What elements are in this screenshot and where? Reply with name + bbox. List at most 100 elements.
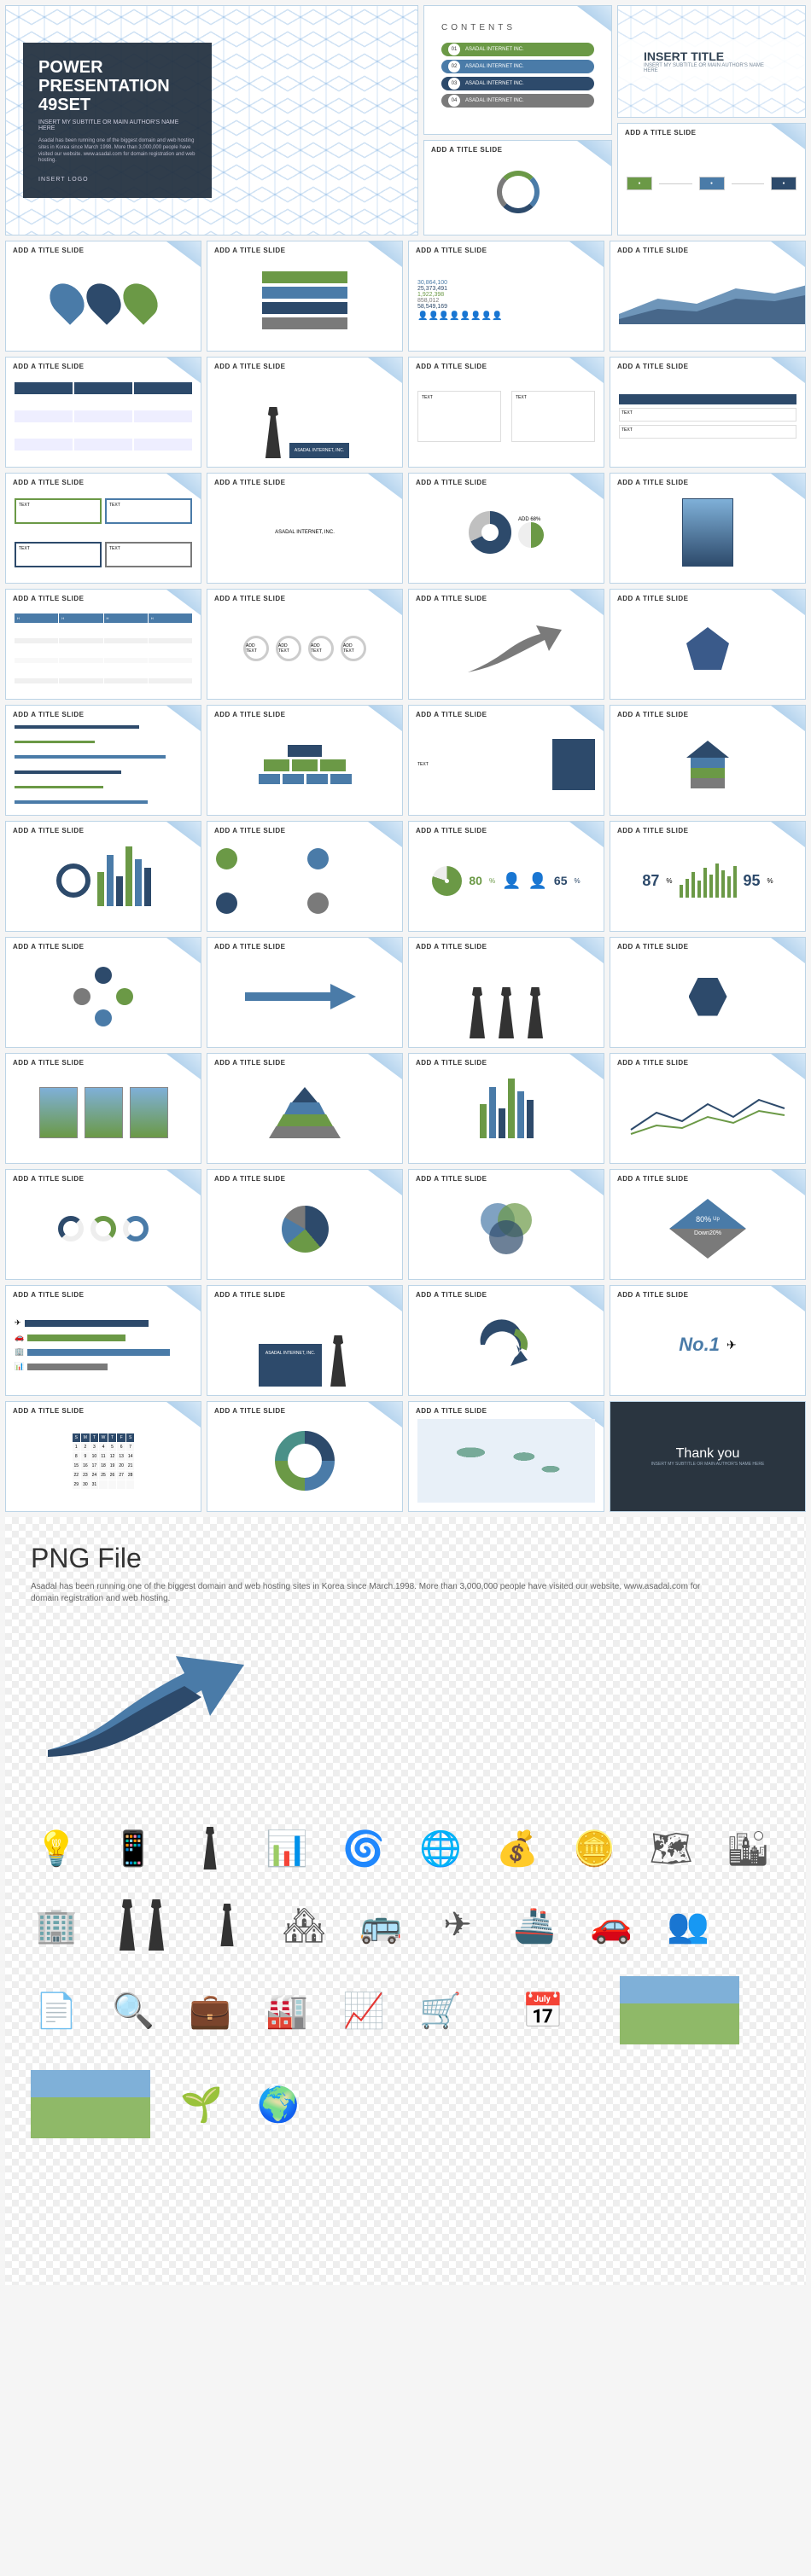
buildings-icon: 🏘 xyxy=(278,1899,330,1951)
calendar-grid: SMTWTFS123456789101112131415161718192021… xyxy=(73,1433,135,1489)
ring-icon xyxy=(56,864,90,898)
bar xyxy=(721,870,725,898)
cal-day: 25 xyxy=(99,1471,108,1480)
quad-box: TEXT xyxy=(15,498,102,524)
slide-calendar: ADD A TITLE SLIDE SMTWTFS123456789101112… xyxy=(5,1401,201,1512)
row-4: ADD A TITLE SLIDE TEXT TEXT TEXT TEXT AD… xyxy=(5,473,806,584)
slide-2x2-boxes: ADD A TITLE SLIDE TEXT TEXT TEXT TEXT xyxy=(5,473,201,584)
cal-header: T xyxy=(108,1433,117,1442)
plane-icon: ✈ xyxy=(432,1899,483,1951)
circle-diagram xyxy=(433,158,603,226)
big-3d-arrow xyxy=(31,1631,270,1784)
quad-box: TEXT xyxy=(15,542,102,567)
slide-gauges: ADD A TITLE SLIDE xyxy=(5,1169,201,1280)
row-6: ADD A TITLE SLIDE ADD A TITLE SLIDE ADD … xyxy=(5,705,806,816)
cal-header: W xyxy=(99,1433,108,1442)
two-col: TEXT TEXT xyxy=(417,375,595,458)
hero-description: Asadal has been running one of the bigge… xyxy=(38,138,196,165)
arrow-flow xyxy=(216,955,394,1038)
hbar xyxy=(27,1349,169,1356)
contents-item: 01ASADAL INTERNET INC. xyxy=(441,43,594,56)
businessman-icon xyxy=(325,1335,351,1387)
contents-item: 02ASADAL INTERNET INC. xyxy=(441,60,594,73)
slide-balance-scale: ADD A TITLE SLIDE ASADAL INTERNET, INC. xyxy=(207,473,403,584)
bar xyxy=(709,875,713,898)
insert-title-box: INSERT TITLE INSERT MY SUBTITLE OR MAIN … xyxy=(618,39,805,84)
bar xyxy=(727,876,731,898)
diamond-top-label: Up xyxy=(713,1217,720,1222)
bar-chart xyxy=(480,1087,534,1138)
growth-arrow xyxy=(417,621,604,681)
text-rows: TEXT TEXT xyxy=(619,375,796,458)
male-pct: 80 xyxy=(469,874,482,887)
process-step xyxy=(262,302,347,314)
insert-title-sub: INSERT MY SUBTITLE OR MAIN AUTHOR'S NAME… xyxy=(644,63,779,73)
gauge xyxy=(123,1216,149,1241)
money-bag-icon: 💰 xyxy=(492,1823,543,1874)
swirl-icon: 🌀 xyxy=(338,1823,389,1874)
cal-day: 22 xyxy=(73,1471,81,1480)
row-8: ADD A TITLE SLIDE ADD A TITLE SLIDE ADD … xyxy=(5,937,806,1048)
slide-arrow-flow: ADD A TITLE SLIDE xyxy=(207,937,403,1048)
cal-day: 1 xyxy=(73,1443,81,1451)
table-grid xyxy=(15,375,192,458)
slide-venn: ADD A TITLE SLIDE xyxy=(408,1169,604,1280)
cal-day xyxy=(99,1480,108,1489)
timeline: ● ● ● xyxy=(627,141,796,226)
stat-87: 87 xyxy=(642,872,659,890)
png-title: PNG File xyxy=(31,1543,780,1574)
graph-icon: 📈 xyxy=(338,1985,389,2036)
hbar xyxy=(15,770,121,774)
slide-data-table: ADD A TITLE SLIDE HHHH xyxy=(5,589,201,700)
cycle-diagram xyxy=(15,955,192,1038)
row-2: ADD A TITLE SLIDE ADD A TITLE SLIDE ADD … xyxy=(5,241,806,352)
row-7: ADD A TITLE SLIDE ADD A TITLE SLIDE ADD … xyxy=(5,821,806,932)
cal-day: 31 xyxy=(90,1480,99,1489)
slide-text-blocks: ADD A TITLE SLIDE TEXT TEXT xyxy=(610,357,806,468)
slide-hbar-chart: ADD A TITLE SLIDE xyxy=(5,705,201,816)
cal-day: 4 xyxy=(99,1443,108,1451)
chart-icon: 📊 xyxy=(261,1823,312,1874)
slide-person-present: ADD A TITLE SLIDE ASADAL INTERNET, INC. xyxy=(207,1285,403,1396)
building-icon: 🏢 xyxy=(31,1899,82,1951)
cal-day: 5 xyxy=(108,1443,117,1451)
slide-no1: ADD A TITLE SLIDE No.1 ✈ xyxy=(610,1285,806,1396)
slide-big-numbers: ADD A TITLE SLIDE 87% 95% xyxy=(610,821,806,932)
template-gallery: POWER PRESENTATION 49SET INSERT MY SUBTI… xyxy=(0,0,811,2290)
slide-timeline: ADD A TITLE SLIDE ● ● ● xyxy=(617,123,806,236)
search-icon: 🔍 xyxy=(108,1985,159,2036)
cal-day xyxy=(117,1480,125,1489)
hbar xyxy=(15,800,148,804)
document-icon: 📄 xyxy=(31,1985,82,2036)
cal-day: 7 xyxy=(126,1443,135,1451)
cal-day: 14 xyxy=(126,1452,135,1461)
cart-icon: 🛒 xyxy=(415,1985,466,2036)
slide-arrow-up: ADD A TITLE SLIDE xyxy=(610,705,806,816)
bar xyxy=(116,876,123,906)
calendar-icon: 📅 xyxy=(492,1985,594,2036)
bar xyxy=(107,855,114,906)
cal-day: 27 xyxy=(117,1471,125,1480)
icon-grid xyxy=(216,839,394,922)
cal-day: 18 xyxy=(99,1462,108,1470)
cal-day: 29 xyxy=(73,1480,81,1489)
segment-donut xyxy=(216,1419,394,1503)
businessman-icon xyxy=(184,1823,236,1874)
row-3: ADD A TITLE SLIDE ADD A TITLE SLIDE ASAD… xyxy=(5,357,806,468)
slide-3-panels: ADD A TITLE SLIDE xyxy=(5,1053,201,1164)
row-9: ADD A TITLE SLIDE ADD A TITLE SLIDE ADD … xyxy=(5,1053,806,1164)
ship-icon: 🚢 xyxy=(509,1899,560,1951)
bar xyxy=(733,866,737,898)
cal-day: 28 xyxy=(126,1471,135,1480)
slide-icon-bars: ADD A TITLE SLIDE ✈ 🚗 🏢 📊 xyxy=(5,1285,201,1396)
calendar: SMTWTFS123456789101112131415161718192021… xyxy=(15,1419,192,1503)
slide-text-columns: ADD A TITLE SLIDE TEXT TEXT xyxy=(408,357,604,468)
slide-circle-row: ADD A TITLE SLIDE ADD TEXT ADD TEXT ADD … xyxy=(207,589,403,700)
big-donut xyxy=(275,1431,335,1491)
gauge xyxy=(58,1216,84,1241)
diamond-bot-label: Down xyxy=(694,1230,709,1236)
coins-icon: 🪙 xyxy=(569,1823,620,1874)
network-icon: 🗺 xyxy=(645,1823,697,1874)
bus-icon: 🚌 xyxy=(355,1899,406,1951)
circle-icon: ADD TEXT xyxy=(276,636,301,661)
